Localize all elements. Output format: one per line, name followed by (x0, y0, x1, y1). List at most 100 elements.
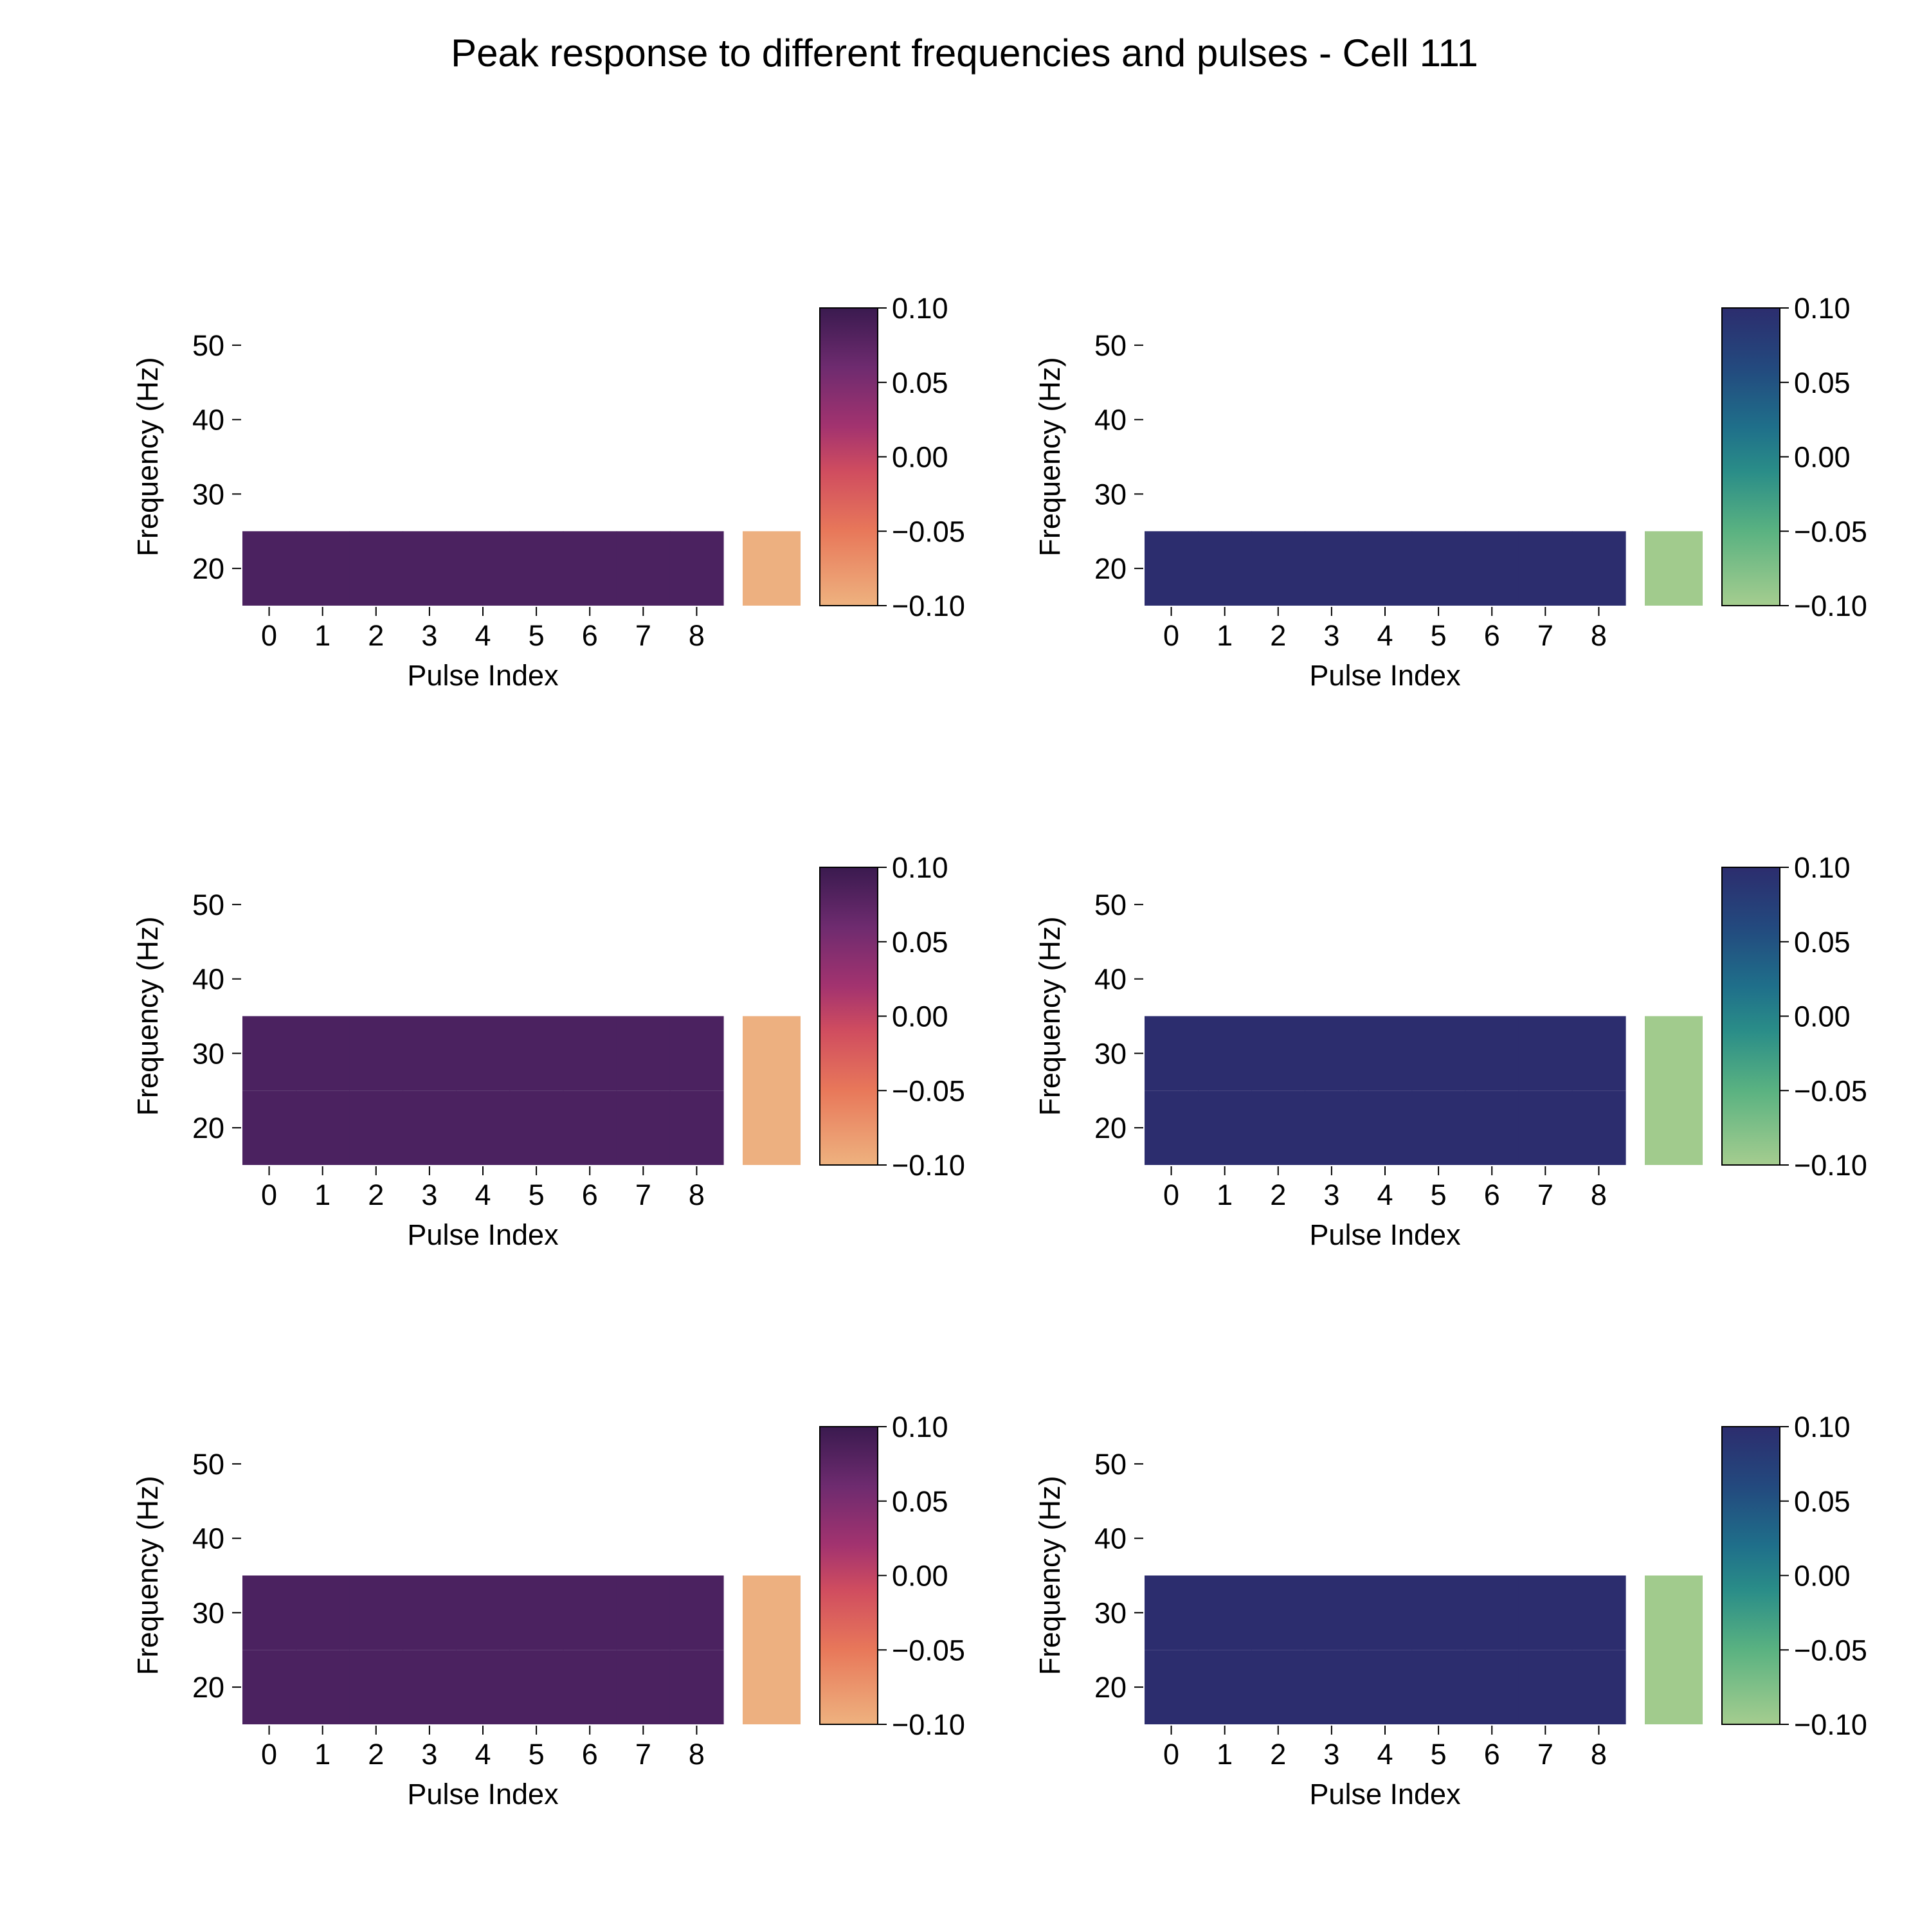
x-axis-label: Pulse Index (407, 1218, 559, 1251)
heatmap-cell (1305, 1575, 1359, 1650)
heatmap-cell (1358, 1650, 1413, 1724)
heatmap-cell (296, 1575, 350, 1650)
heatmap-cell (1305, 1090, 1359, 1165)
colorbar-tick-label: 0.05 (892, 366, 948, 399)
heatmap-cell (349, 531, 403, 606)
x-tick-label: 6 (582, 1738, 598, 1771)
x-tick-label: 5 (1431, 1738, 1447, 1771)
colorbar-tick-label: −0.10 (892, 590, 965, 622)
x-tick-label: 2 (1270, 619, 1286, 652)
heatmap-panel-1: 0.10 0.05 0.00 −0.05 −0.10 20 30 40 50 0 1 2 3 4 5 6 7 8 P… (131, 292, 965, 692)
heatmap-cell (1571, 1016, 1626, 1091)
heatmap-panel-4: 0.10 0.05 0.00 −0.05 −0.10 20 30 40 50 0 1 2 3 4 5 6 7 8 P… (1033, 851, 1867, 1251)
x-tick-label: 5 (1431, 619, 1447, 652)
heatmap-cell (1198, 1090, 1252, 1165)
y-axis-label: Frequency (Hz) (131, 357, 164, 556)
x-tick-label: 4 (1377, 1738, 1393, 1771)
colorbar-tick-label: −0.10 (1794, 1708, 1867, 1741)
heatmap-cell (1518, 1090, 1573, 1165)
side-panel-block (1645, 1575, 1703, 1724)
y-axis-label: Frequency (Hz) (131, 1476, 164, 1675)
heatmap-cell (1145, 531, 1199, 606)
colorbar-tick-label: −0.10 (892, 1149, 965, 1182)
colorbar-tick-label: −0.05 (892, 515, 965, 548)
heatmap-cell (1145, 1090, 1199, 1165)
colorbar-tick-label: 0.00 (1794, 1560, 1851, 1593)
x-tick-label: 1 (314, 1738, 331, 1771)
heatmap-cell (1305, 531, 1359, 606)
y-tick-label: 40 (1094, 404, 1127, 437)
heatmap-cell (509, 531, 564, 606)
y-tick-label: 50 (192, 329, 224, 362)
colorbar-tick-label: 0.05 (1794, 926, 1851, 959)
heatmap-cell (349, 1090, 403, 1165)
heatmap-cell (563, 1650, 617, 1724)
heatmap-cell (509, 1650, 564, 1724)
colorbar-tick-label: −0.05 (892, 1634, 965, 1666)
heatmap-cell (456, 1090, 511, 1165)
x-tick-label: 8 (1591, 1178, 1607, 1211)
colorbar-tick-label: 0.05 (892, 926, 948, 959)
heatmap-cell (1465, 1650, 1519, 1724)
x-tick-label: 0 (1163, 1738, 1179, 1771)
x-tick-label: 3 (1323, 1178, 1339, 1211)
heatmap-cell (1145, 1575, 1199, 1650)
x-tick-label: 7 (635, 1178, 651, 1211)
heatmap-cell (669, 1016, 724, 1091)
heatmap-cell (563, 1016, 617, 1091)
colorbar (819, 867, 878, 1166)
heatmap-cell (1411, 1575, 1466, 1650)
x-tick-label: 2 (1270, 1738, 1286, 1771)
x-tick-label: 7 (635, 1738, 651, 1771)
x-tick-label: 5 (529, 619, 545, 652)
heatmap-cell (563, 1575, 617, 1650)
y-tick-label: 40 (192, 1522, 224, 1555)
colorbar-tick-label: 0.05 (1794, 366, 1851, 399)
colorbar-tick-label: 0.00 (892, 1000, 948, 1033)
x-tick-label: 0 (1163, 619, 1179, 652)
heatmap-cell (296, 1016, 350, 1091)
side-panel-block (1645, 1016, 1703, 1165)
heatmap-cell (403, 1016, 457, 1091)
heatmap-cell (296, 1090, 350, 1165)
y-tick-label: 50 (1094, 1448, 1127, 1481)
heatmap-cell (1518, 1575, 1573, 1650)
x-tick-label: 8 (1591, 619, 1607, 652)
heatmap-cell (403, 1090, 457, 1165)
side-panel-block (743, 531, 801, 606)
heatmap-cell (1305, 1016, 1359, 1091)
colorbar-tick-label: 0.10 (892, 292, 948, 325)
heatmap-cell (1358, 1090, 1413, 1165)
x-tick-label: 2 (1270, 1178, 1286, 1211)
x-tick-label: 7 (635, 619, 651, 652)
x-axis-label: Pulse Index (1309, 1218, 1461, 1251)
x-tick-label: 0 (261, 619, 277, 652)
heatmap-cell (1571, 531, 1626, 606)
x-tick-label: 3 (1323, 619, 1339, 652)
colorbar (1721, 1426, 1780, 1725)
x-axis-label: Pulse Index (407, 1778, 559, 1810)
heatmap-cell (296, 1650, 350, 1724)
colorbar-tick-label: −0.10 (1794, 590, 1867, 622)
x-tick-label: 2 (368, 1178, 384, 1211)
colorbar-tick-label: 0.10 (1794, 851, 1851, 884)
colorbar-tick-label: 0.00 (1794, 441, 1851, 474)
heatmap-cell (669, 1090, 724, 1165)
heatmap-cell (1465, 1575, 1519, 1650)
y-tick-label: 40 (192, 404, 224, 437)
x-tick-label: 5 (529, 1178, 545, 1211)
x-tick-label: 6 (1484, 1738, 1500, 1771)
heatmap-panel-2: 0.10 0.05 0.00 −0.05 −0.10 20 30 40 50 0 1 2 3 4 5 6 7 8 P… (1033, 292, 1867, 692)
x-tick-label: 4 (475, 619, 491, 652)
x-tick-label: 6 (582, 1178, 598, 1211)
heatmap-cell (242, 1090, 296, 1165)
colorbar-tick-label: 0.10 (892, 851, 948, 884)
y-tick-label: 20 (192, 1671, 224, 1704)
colorbar (819, 1426, 878, 1725)
heatmap-cell (563, 1090, 617, 1165)
heatmap-cell (669, 1650, 724, 1724)
heatmap-cell (456, 531, 511, 606)
heatmap-cell (1518, 1650, 1573, 1724)
heatmap-cell (1358, 1016, 1413, 1091)
